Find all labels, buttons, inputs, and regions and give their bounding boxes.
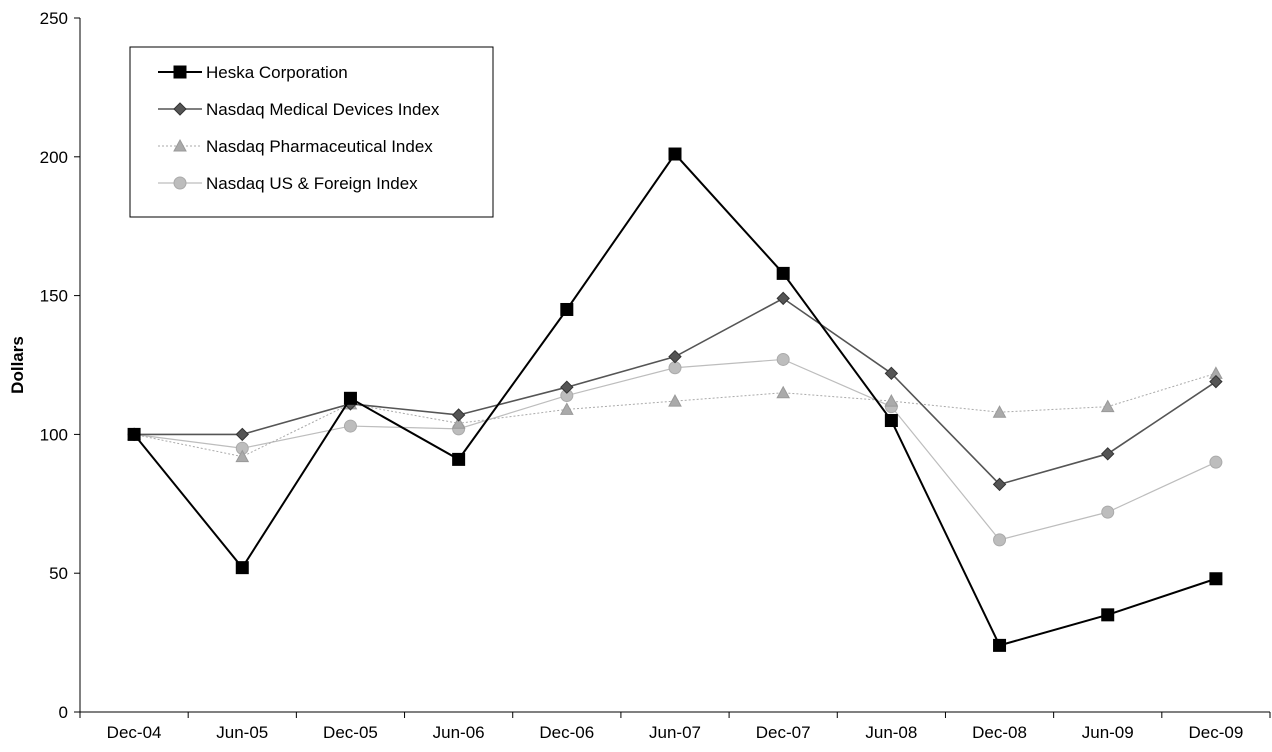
series-0 — [127, 147, 1223, 652]
data-point — [1101, 505, 1115, 519]
series-2 — [127, 366, 1223, 463]
data-point — [668, 349, 682, 364]
data-point — [884, 414, 898, 428]
y-tick-label: 0 — [59, 703, 68, 722]
y-tick-label: 250 — [40, 9, 68, 28]
data-point — [452, 452, 466, 466]
y-tick-label: 200 — [40, 148, 68, 167]
data-point — [127, 427, 141, 441]
series-3 — [127, 352, 1223, 547]
y-tick-label: 150 — [40, 287, 68, 306]
data-point — [343, 391, 357, 405]
y-tick-label: 100 — [40, 425, 68, 444]
legend-label: Heska Corporation — [206, 63, 348, 82]
data-point — [1209, 374, 1223, 389]
series-layer — [127, 147, 1223, 652]
legend-marker — [173, 138, 187, 152]
data-point — [1100, 399, 1115, 413]
series-1 — [127, 291, 1223, 492]
series-line — [133, 372, 1217, 458]
series-line — [134, 358, 1217, 541]
data-point — [884, 394, 899, 407]
data-point — [992, 477, 1007, 492]
data-point — [992, 405, 1007, 418]
data-point — [560, 302, 574, 316]
y-axis-title: Dollars — [8, 336, 27, 394]
x-tick-label: Jun-08 — [865, 723, 917, 742]
x-tick-label: Dec-07 — [756, 723, 811, 742]
data-point — [668, 394, 682, 407]
data-point — [1209, 572, 1223, 586]
x-tick-label: Dec-04 — [107, 723, 162, 742]
legend: Heska Corporation Nasdaq Medical Devices … — [129, 46, 494, 218]
data-point — [235, 449, 250, 463]
x-tick-label: Dec-08 — [972, 723, 1027, 742]
data-point — [884, 366, 899, 381]
data-point — [451, 416, 466, 429]
data-point — [235, 561, 249, 575]
legend-marker — [173, 176, 187, 190]
data-point — [560, 380, 574, 394]
data-point — [235, 427, 249, 442]
data-point — [776, 352, 790, 366]
x-tick-label: Jun-09 — [1082, 723, 1134, 742]
x-tick-label: Jun-06 — [433, 723, 485, 742]
x-tick-label: Jun-07 — [649, 723, 701, 742]
data-point — [993, 638, 1007, 652]
x-tick-label: Dec-09 — [1189, 723, 1244, 742]
data-point — [776, 291, 790, 306]
legend-label: Nasdaq US & Foreign Index — [206, 174, 418, 193]
legend-label: Nasdaq Medical Devices Index — [206, 100, 440, 119]
x-tick-label: Dec-06 — [539, 723, 594, 742]
legend-box — [129, 46, 494, 218]
axes: 0 50 100 150 200 250 Dec-04 Jun-05 Dec-05 Jun-06 D… — [8, 9, 1271, 742]
data-point — [1209, 455, 1223, 469]
legend-label: Nasdaq Pharmaceutical Index — [206, 137, 433, 156]
data-point — [776, 385, 791, 399]
data-point — [343, 419, 357, 433]
data-point — [559, 402, 574, 415]
x-tick-label: Jun-05 — [216, 723, 268, 742]
series-line — [134, 297, 1217, 486]
data-point — [1101, 447, 1115, 461]
x-tick-label: Dec-05 — [323, 723, 378, 742]
y-tick-label: 50 — [49, 564, 68, 583]
data-point — [993, 533, 1007, 547]
legend-marker — [173, 65, 187, 79]
data-point — [668, 147, 682, 161]
data-point — [668, 361, 682, 375]
data-point — [776, 266, 790, 280]
data-point — [1101, 608, 1115, 622]
data-point — [451, 408, 466, 422]
legend-marker — [173, 102, 187, 116]
